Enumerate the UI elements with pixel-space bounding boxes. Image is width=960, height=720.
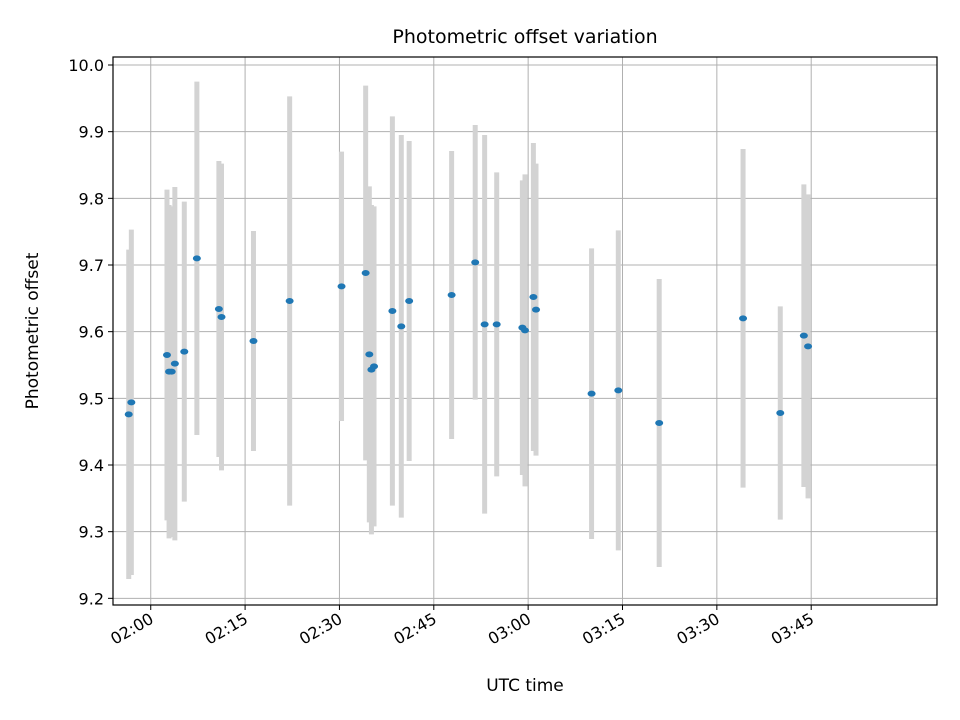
y-tick-label: 9.2 <box>79 589 104 608</box>
y-axis-label: Photometric offset <box>23 252 43 409</box>
x-tick-label: 03:00 <box>485 609 534 649</box>
data-point <box>804 343 813 350</box>
data-point <box>529 294 538 300</box>
data-point <box>405 298 414 304</box>
data-point <box>124 411 133 418</box>
data-point <box>776 410 785 416</box>
data-point <box>655 420 664 426</box>
data-point <box>162 352 171 358</box>
x-tick-label: 03:15 <box>579 609 628 649</box>
plot-frame <box>112 56 938 606</box>
data-point <box>370 363 379 370</box>
y-tick-label: 9.4 <box>79 456 104 475</box>
data-point <box>337 283 346 290</box>
x-tick-label: 03:30 <box>673 609 722 649</box>
y-axis-ticks: 9.2 9.3 9.4 9.5 9.6 9.7 9.8 9.9 10.0 <box>68 56 113 608</box>
y-tick-label: 9.6 <box>79 323 104 342</box>
chart-title: Photometric offset variation <box>392 26 657 48</box>
error-bars <box>126 81 811 579</box>
data-point <box>361 270 370 276</box>
data-point <box>739 315 748 322</box>
y-tick-label: 10.0 <box>68 56 104 75</box>
x-axis-ticks: 02:00 02:15 02:30 02:45 03:00 03:15 03:30 03:45 <box>107 605 817 649</box>
data-point <box>521 327 529 334</box>
data-point <box>492 321 501 328</box>
data-point <box>285 298 294 304</box>
data-point <box>397 323 406 330</box>
data-point <box>480 321 489 328</box>
x-axis-label: UTC time <box>486 676 564 696</box>
data-point <box>614 387 623 394</box>
data-points <box>124 255 813 426</box>
data-point <box>249 338 258 344</box>
x-tick-label: 02:00 <box>107 609 156 649</box>
y-tick-label: 9.8 <box>79 189 104 208</box>
data-point <box>180 348 189 355</box>
data-point <box>532 306 541 313</box>
data-point <box>170 360 179 367</box>
y-tick-label: 9.7 <box>79 256 104 275</box>
data-point <box>192 255 201 262</box>
data-point <box>167 368 176 375</box>
data-point <box>388 308 397 314</box>
y-tick-label: 9.5 <box>79 389 104 408</box>
data-point <box>799 332 808 339</box>
x-tick-label: 03:45 <box>768 609 817 649</box>
data-point <box>217 314 226 320</box>
x-tick-label: 02:15 <box>202 609 251 649</box>
y-tick-label: 9.3 <box>79 523 104 542</box>
x-tick-label: 02:30 <box>296 609 345 649</box>
data-point <box>471 259 480 266</box>
data-point <box>127 399 136 406</box>
data-point <box>587 390 596 397</box>
data-point <box>447 292 456 298</box>
data-point <box>214 306 223 312</box>
x-tick-label: 02:45 <box>390 609 439 649</box>
y-tick-label: 9.9 <box>79 123 104 142</box>
data-point <box>365 351 374 358</box>
